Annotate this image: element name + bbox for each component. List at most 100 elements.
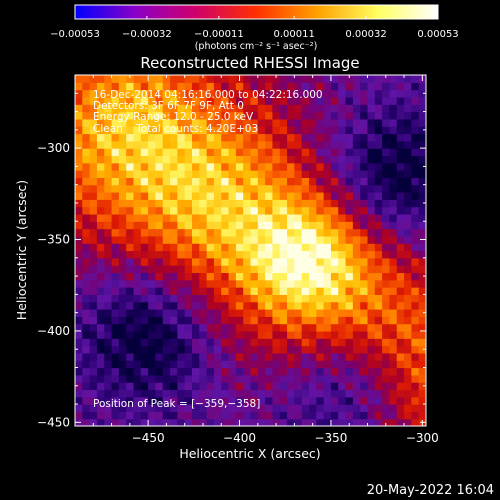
- heatmap-cell: [235, 213, 244, 222]
- heatmap-cell: [382, 206, 391, 215]
- heatmap-cell: [111, 148, 120, 157]
- heatmap-cell: [155, 75, 164, 83]
- heatmap-cell: [389, 118, 398, 127]
- heatmap-cell: [162, 162, 171, 171]
- heatmap-cell: [345, 133, 354, 142]
- heatmap-cell: [199, 404, 208, 412]
- heatmap-cell: [330, 257, 339, 266]
- heatmap-cell: [411, 396, 420, 405]
- heatmap-cell: [279, 250, 288, 259]
- heatmap-cell: [338, 184, 347, 193]
- heatmap-cell: [228, 418, 237, 426]
- heatmap-cell: [323, 140, 332, 149]
- heatmap-cell: [235, 89, 244, 98]
- heatmap-cell: [213, 162, 222, 171]
- heatmap-cell: [75, 323, 83, 332]
- heatmap-cell: [96, 389, 105, 398]
- heatmap-cell: [374, 162, 383, 171]
- heatmap-cell: [111, 104, 120, 113]
- heatmap-cell: [155, 228, 164, 237]
- heatmap-cell: [235, 111, 244, 120]
- heatmap-cell: [82, 177, 91, 186]
- heatmap-cell: [330, 177, 339, 186]
- heatmap-cell: [316, 287, 325, 295]
- heatmap-cell: [279, 133, 288, 142]
- heatmap-cell: [338, 316, 347, 325]
- heatmap-cell: [177, 235, 186, 244]
- heatmap-cell: [316, 199, 325, 208]
- heatmap-cell: [367, 170, 376, 178]
- heatmap-cell: [126, 404, 135, 412]
- heatmap-cell: [279, 418, 288, 426]
- heatmap-cell: [389, 345, 398, 354]
- heatmap-cell: [309, 257, 317, 266]
- heatmap-cell: [257, 148, 266, 157]
- heatmap-cell: [206, 213, 215, 222]
- heatmap-cell: [235, 221, 244, 230]
- heatmap-cell: [126, 301, 135, 310]
- heatmap-cell: [323, 104, 332, 113]
- heatmap-cell: [396, 396, 405, 405]
- heatmap-cell: [148, 104, 157, 113]
- heatmap-cell: [287, 206, 295, 215]
- heatmap-cell: [250, 89, 259, 98]
- heatmap-cell: [250, 148, 259, 157]
- heatmap-cell: [133, 257, 142, 266]
- heatmap-cell: [301, 140, 310, 149]
- heatmap-cell: [228, 126, 237, 135]
- heatmap-cell: [272, 192, 281, 200]
- heatmap-cell: [148, 148, 157, 157]
- heatmap-cell: [294, 294, 303, 303]
- heatmap-cell: [170, 162, 178, 171]
- heatmap-cell: [104, 279, 113, 288]
- heatmap-cell: [330, 287, 339, 295]
- heatmap-cell: [360, 396, 369, 405]
- heatmap-cell: [257, 367, 266, 376]
- heatmap-cell: [404, 148, 412, 157]
- heatmap-cell: [177, 206, 186, 215]
- heatmap-cell: [170, 118, 178, 127]
- heatmap-cell: [104, 148, 113, 157]
- heatmap-cell: [352, 382, 361, 391]
- heatmap-cell: [148, 382, 157, 391]
- heatmap-cell: [309, 374, 317, 383]
- heatmap-cell: [162, 89, 171, 98]
- heatmap-cell: [75, 75, 83, 83]
- heatmap-cell: [140, 404, 149, 412]
- heatmap-cell: [213, 272, 222, 281]
- heatmap-cell: [199, 411, 208, 420]
- heatmap-cell: [323, 243, 332, 252]
- heatmap-cell: [96, 411, 105, 420]
- heatmap-cell: [221, 243, 230, 252]
- heatmap-cell: [75, 374, 83, 383]
- heatmap-cell: [389, 323, 398, 332]
- heatmap-cell: [265, 228, 274, 237]
- heatmap-cell: [382, 111, 391, 120]
- heatmap-cell: [396, 89, 405, 98]
- heatmap-cell: [118, 140, 127, 149]
- heatmap-cell: [418, 294, 426, 303]
- heatmap-cell: [82, 221, 91, 230]
- heatmap-cell: [111, 170, 120, 178]
- heatmap-cell: [126, 418, 135, 426]
- heatmap-cell: [265, 82, 274, 91]
- heatmap-cell: [133, 301, 142, 310]
- heatmap-cell: [96, 243, 105, 252]
- heatmap-cell: [287, 330, 295, 339]
- heatmap-cell: [111, 235, 120, 244]
- heatmap-cell: [279, 75, 288, 83]
- heatmap-cell: [111, 396, 120, 405]
- heatmap-cell: [213, 118, 222, 127]
- heatmap-cell: [301, 330, 310, 339]
- heatmap-cell: [75, 309, 83, 317]
- heatmap-cell: [75, 111, 83, 120]
- heatmap-cell: [338, 118, 347, 127]
- heatmap-cell: [75, 96, 83, 105]
- heatmap-cell: [411, 75, 420, 83]
- heatmap-cell: [133, 96, 142, 105]
- heatmap-cell: [272, 309, 281, 317]
- heatmap-cell: [96, 279, 105, 288]
- heatmap-cell: [140, 104, 149, 113]
- heatmap-cell: [184, 118, 193, 127]
- heatmap-cell: [265, 96, 274, 105]
